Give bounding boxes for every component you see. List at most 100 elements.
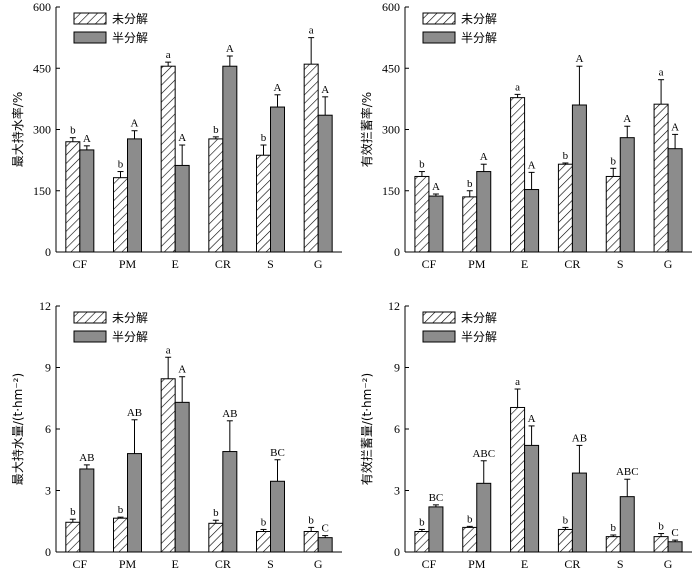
x-tick-label: PM — [119, 557, 137, 569]
y-tick-label: 0 — [45, 545, 51, 559]
bar-undecomposed — [303, 63, 319, 253]
significance-letter: a — [515, 81, 520, 93]
legend-label: 半分解 — [461, 330, 497, 344]
significance-letter: A — [528, 159, 536, 171]
y-tick-label: 150 — [33, 184, 51, 198]
chart-panel: 0 3 6 9 12 最大持水量/(t·hm⁻²) CF b AB PM b AB EaA CR b AB Sb… — [10, 299, 342, 569]
bar-undecomposed — [653, 103, 669, 253]
bar-undecomposed — [462, 526, 478, 553]
significance-letter: C — [321, 523, 328, 535]
bar-semidecomposed — [571, 104, 587, 253]
y-tick-label: 6 — [45, 422, 51, 436]
bar-undecomposed — [208, 522, 224, 553]
significance-letter: b — [467, 513, 473, 525]
x-tick-label: G — [314, 257, 323, 271]
legend-swatch — [73, 12, 107, 25]
x-tick-label: E — [171, 257, 178, 271]
bar-semidecomposed — [174, 401, 190, 553]
bar-semidecomposed — [667, 148, 683, 253]
bar-undecomposed — [414, 175, 430, 253]
bar-semidecomposed — [428, 506, 444, 553]
bar-semidecomposed — [524, 189, 540, 253]
significance-letter: b — [563, 514, 569, 526]
bar-semidecomposed — [127, 453, 142, 553]
significance-letter: AB — [572, 432, 587, 444]
significance-letter: a — [515, 376, 520, 388]
x-tick-label: PM — [468, 257, 486, 271]
significance-letter: A — [432, 181, 440, 193]
y-tick-label: 0 — [394, 545, 400, 559]
legend-swatch — [73, 311, 107, 324]
significance-letter: A — [274, 82, 282, 94]
bar-undecomposed — [605, 175, 621, 253]
significance-letter: ABC — [616, 466, 639, 478]
y-tick-label: 600 — [382, 0, 400, 14]
x-tick-label: CF — [422, 557, 437, 569]
legend-swatch — [422, 12, 456, 25]
bar-undecomposed — [256, 531, 271, 553]
chart-panel: 0 3 6 9 12 有效拦蓄量/(t·hm⁻²) CF b BC PM b ABC Ea A CR b AB S… — [359, 299, 692, 569]
significance-letter: BC — [270, 447, 285, 459]
bar-undecomposed — [653, 536, 669, 553]
x-tick-label: S — [267, 557, 274, 569]
bar-semidecomposed — [619, 496, 635, 553]
bar-undecomposed — [65, 141, 81, 253]
legend-label: 未分解 — [112, 12, 148, 26]
legend-swatch — [73, 330, 107, 343]
significance-letter: b — [261, 516, 267, 528]
chart-panel: 0150300450600最大持水率/%CFbAPMbAEaACRbASbAGa… — [10, 0, 342, 271]
significance-letter: a — [309, 25, 314, 37]
bar-undecomposed — [160, 65, 176, 253]
x-tick-label: S — [617, 557, 624, 569]
legend-swatch — [422, 31, 456, 44]
x-tick-label: CR — [215, 257, 231, 271]
significance-letter: b — [70, 506, 76, 518]
significance-letter: AB — [79, 452, 94, 464]
y-tick-label: 12 — [39, 299, 51, 313]
significance-letter: b — [611, 155, 617, 167]
significance-letter: A — [575, 53, 583, 65]
bar-semidecomposed — [79, 149, 95, 253]
significance-letter: ABC — [472, 448, 495, 460]
significance-letter: b — [70, 125, 76, 137]
bar-undecomposed — [113, 177, 128, 253]
bar-semidecomposed — [476, 171, 492, 253]
chart-panel: 0150300450600有效拦蓄率/%CFbAPMbAEaACRbASbAGa… — [359, 0, 692, 271]
bar-semidecomposed — [222, 65, 238, 253]
x-tick-label: S — [267, 257, 274, 271]
y-axis-label: 有效拦蓄率/% — [359, 92, 374, 167]
y-tick-label: 3 — [394, 484, 400, 498]
significance-letter: b — [467, 178, 473, 190]
x-tick-label: CR — [564, 257, 580, 271]
bar-semidecomposed — [222, 451, 238, 553]
significance-letter: a — [659, 67, 664, 79]
bar-semidecomposed — [571, 472, 587, 553]
significance-letter: A — [671, 121, 679, 133]
y-tick-label: 150 — [382, 184, 400, 198]
significance-letter: AB — [222, 408, 237, 420]
bar-semidecomposed — [127, 138, 142, 253]
y-tick-label: 0 — [394, 245, 400, 259]
y-tick-label: 9 — [394, 361, 400, 375]
bar-semidecomposed — [476, 482, 492, 553]
y-axis-label: 有效拦蓄量/(t·hm⁻²) — [359, 373, 374, 485]
bar-semidecomposed — [174, 164, 190, 253]
significance-letter: A — [226, 43, 234, 55]
significance-letter: A — [528, 413, 536, 425]
significance-letter: b — [563, 150, 569, 162]
bar-semidecomposed — [270, 480, 285, 553]
legend-label: 未分解 — [461, 12, 497, 26]
legend-label: 未分解 — [461, 311, 497, 325]
bar-undecomposed — [65, 521, 81, 553]
x-tick-label: CR — [564, 557, 580, 569]
legend-label: 半分解 — [461, 31, 497, 45]
significance-letter: b — [213, 124, 219, 136]
x-tick-label: E — [521, 557, 528, 569]
significance-letter: A — [83, 133, 91, 145]
significance-letter: BC — [429, 492, 444, 504]
significance-letter: b — [261, 132, 267, 144]
y-tick-label: 12 — [388, 299, 400, 313]
x-tick-label: CF — [72, 257, 87, 271]
legend-swatch — [422, 330, 456, 343]
significance-letter: C — [671, 527, 678, 539]
